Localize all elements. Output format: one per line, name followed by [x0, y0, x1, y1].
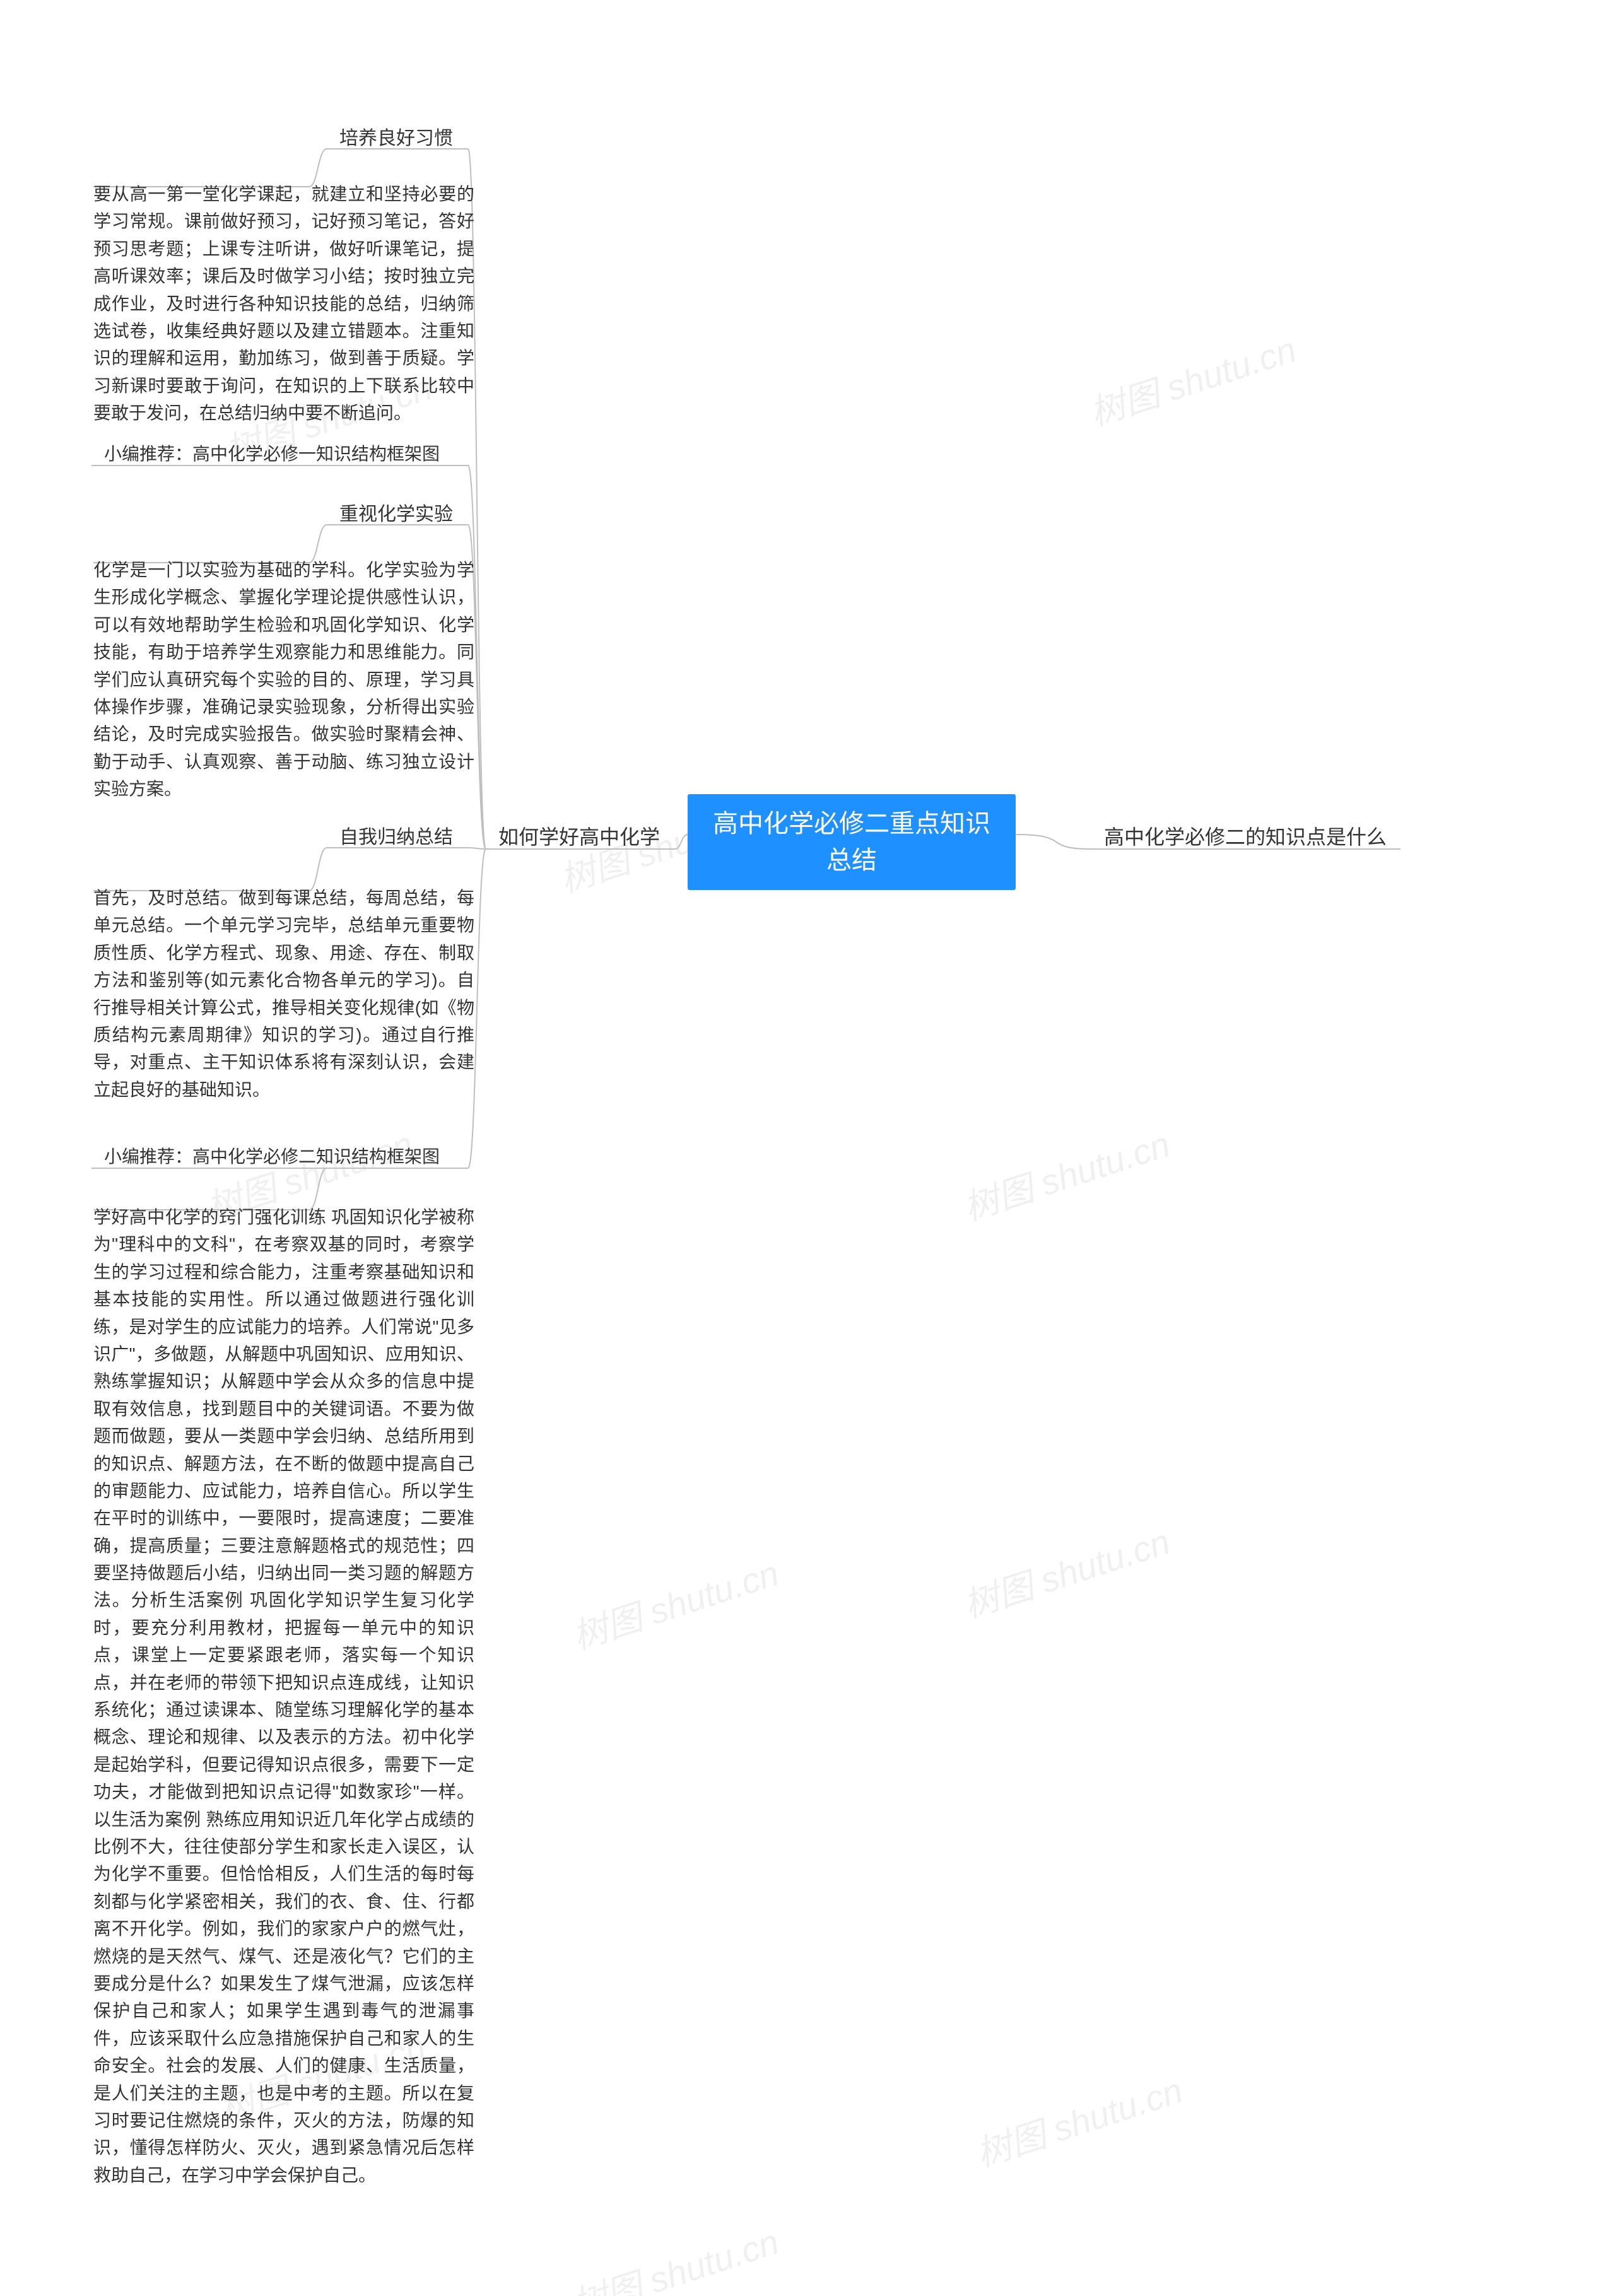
connector-c-center-right	[1016, 835, 1091, 849]
watermark: 树图 shutu.cn	[956, 1514, 1176, 1629]
connector-c-l-s3	[468, 848, 486, 849]
watermark: 树图 shutu.cn	[1083, 322, 1302, 436]
body-b4: 学好高中化学的窍门强化训练 巩固知识化学被称为"理科中的文科"，在考察双基的同时…	[93, 1204, 474, 2189]
body-b3: 首先，及时总结。做到每课总结，每周总结，每单元总结。一个单元学习完毕，总结单元重…	[93, 884, 474, 1103]
watermark: 树图 shutu.cn	[969, 2063, 1189, 2177]
diagram-canvas: 树图 shutu.cn 树图 shutu.cn 树图 shutu.cn 树图 shut…	[0, 0, 1615, 2296]
body-b1: 要从高一第一堂化学课起，就建立和坚持必要的学习常规。课前做好预习，记好预习笔记，…	[93, 180, 474, 427]
watermark: 树图 shutu.cn	[565, 2214, 785, 2296]
center-title: 高中化学必修二重点知识总结	[713, 805, 990, 879]
sub-node-s3[interactable]: 自我归纳总结	[339, 821, 453, 849]
sub-node-s4[interactable]: 小编推荐：高中化学必修一知识结构框架图	[104, 440, 440, 466]
watermark: 树图 shutu.cn	[565, 1545, 785, 1660]
watermark: 树图 shutu.cn	[956, 1116, 1176, 1231]
branch-left-label[interactable]: 如何学好高中化学	[498, 821, 660, 850]
sub-node-s5[interactable]: 小编推荐：高中化学必修二知识结构框架图	[104, 1143, 440, 1168]
body-b2: 化学是一门以实验为基础的学科。化学实验为学生形成化学概念、掌握化学理论提供感性认…	[93, 556, 474, 803]
branch-right-label[interactable]: 高中化学必修二的知识点是什么	[1104, 821, 1387, 850]
connector-c-center-left	[675, 835, 688, 849]
sub-node-s2[interactable]: 重视化学实验	[339, 498, 453, 526]
center-node[interactable]: 高中化学必修二重点知识总结	[688, 794, 1016, 890]
sub-node-s1[interactable]: 培养良好习惯	[339, 122, 453, 150]
